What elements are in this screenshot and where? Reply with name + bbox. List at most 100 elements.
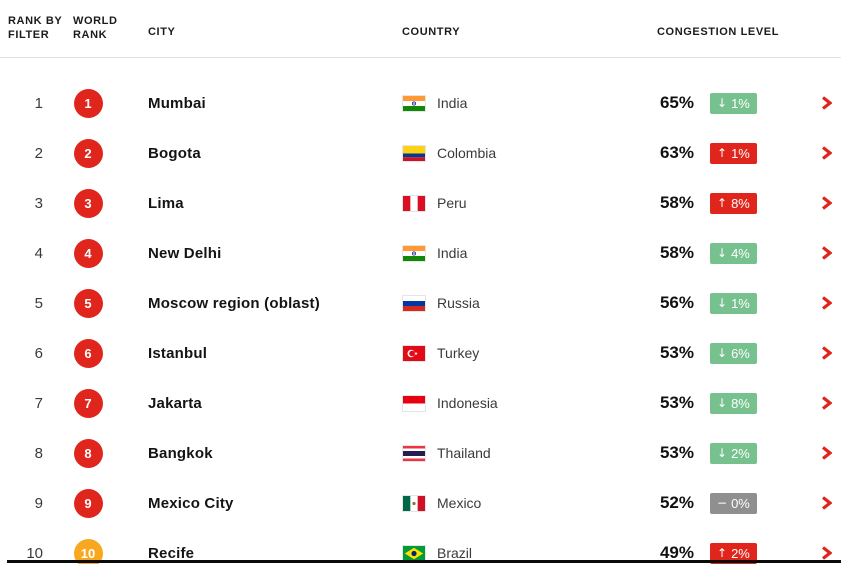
change-cell: ↓ 4%	[700, 242, 760, 264]
table-row[interactable]: 6 6 Istanbul Turkey 53% ↓ 6%	[0, 328, 841, 378]
city-name: New Delhi	[148, 244, 222, 262]
arrow-down-icon: ↓	[717, 96, 728, 110]
congestion-change-badge: −0%	[710, 492, 757, 514]
flag-brazil-icon	[403, 545, 425, 561]
chevron-right-icon[interactable]	[821, 295, 832, 311]
world-rank-badge: 2	[73, 138, 103, 168]
table-row[interactable]: 4 4 New Delhi India 58% ↓ 4%	[0, 228, 841, 278]
chevron-right-icon[interactable]	[821, 95, 832, 111]
country-cell: Turkey	[403, 345, 655, 361]
world-rank-cell: 2	[58, 138, 118, 168]
change-value: 8%	[731, 395, 750, 411]
world-rank-badge: 6	[73, 338, 103, 368]
congestion-change-badge: ↑ 8%	[710, 192, 757, 214]
change-value: 1%	[731, 295, 750, 311]
row-detail-link[interactable]	[760, 445, 841, 461]
world-rank-cell: 8	[58, 438, 118, 468]
country-name: Brazil	[437, 545, 473, 561]
country-name: Peru	[437, 195, 467, 211]
arrow-down-icon: ↓	[717, 446, 728, 460]
chevron-right-icon[interactable]	[821, 495, 832, 511]
table-row[interactable]: 5 5 Moscow region (oblast) Russia 56% ↓ 1%	[0, 278, 841, 328]
congestion-value: 56%	[659, 293, 694, 312]
change-cell: ↑ 1%	[700, 142, 760, 164]
world-rank-cell: 7	[58, 388, 118, 418]
city-name: Bogota	[148, 144, 201, 162]
filter-rank: 6	[34, 344, 43, 362]
country-cell: Colombia	[403, 145, 655, 161]
filter-rank: 10	[26, 544, 43, 562]
table-row[interactable]: 2 2 Bogota Colombia 63% ↑ 1%	[0, 128, 841, 178]
country-cell: Russia	[403, 295, 655, 311]
world-rank-cell: 1	[58, 88, 118, 118]
congestion-change-badge: ↓ 4%	[710, 242, 757, 264]
filter-rank: 7	[34, 394, 43, 412]
city-ranking-list: 1 1 Mumbai India 65% ↓ 1% 2 2 Bogota Colombia 63% ↑ 1…	[0, 78, 841, 564]
country-name: Mexico	[437, 495, 482, 511]
row-detail-link[interactable]	[760, 195, 841, 211]
chevron-right-icon[interactable]	[821, 545, 832, 561]
column-header-world-rank: WORLD RANK	[73, 15, 118, 41]
arrow-down-icon: ↓	[717, 296, 728, 310]
congestion-change-badge: ↓ 6%	[710, 342, 757, 364]
table-row[interactable]: 1 1 Mumbai India 65% ↓ 1%	[0, 78, 841, 128]
table-header: RANK BY FILTER WORLD RANK CITY COUNTRY C…	[0, 0, 841, 58]
arrow-up-icon: ↑	[717, 146, 728, 160]
arrow-down-icon: ↓	[717, 396, 728, 410]
world-rank-badge: 1	[73, 88, 103, 118]
chevron-right-icon[interactable]	[821, 395, 832, 411]
world-rank-cell: 4	[58, 238, 118, 268]
arrow-down-icon: ↓	[717, 346, 728, 360]
congestion-value: 58%	[659, 193, 694, 212]
filter-rank: 8	[34, 444, 43, 462]
bottom-section-edge	[7, 560, 841, 563]
column-header-rank-by-filter: RANK BY FILTER	[8, 15, 63, 41]
row-detail-link[interactable]	[760, 395, 841, 411]
world-rank-badge: 5	[73, 288, 103, 318]
row-detail-link[interactable]	[760, 295, 841, 311]
world-rank-cell: 6	[58, 338, 118, 368]
world-rank-badge: 7	[73, 388, 103, 418]
city-name: Moscow region (oblast)	[148, 294, 320, 312]
chevron-right-icon[interactable]	[821, 195, 832, 211]
change-value: 0%	[731, 495, 750, 511]
change-cell: −0%	[700, 492, 760, 514]
congestion-change-badge: ↑ 1%	[710, 142, 757, 164]
filter-rank: 9	[34, 494, 43, 512]
chevron-right-icon[interactable]	[821, 145, 832, 161]
chevron-right-icon[interactable]	[821, 245, 832, 261]
row-detail-link[interactable]	[760, 95, 841, 111]
row-detail-link[interactable]	[760, 145, 841, 161]
table-row[interactable]: 8 8 Bangkok Thailand 53% ↓ 2%	[0, 428, 841, 478]
congestion-value: 49%	[659, 543, 694, 562]
filter-rank: 1	[34, 94, 43, 112]
chevron-right-icon[interactable]	[821, 345, 832, 361]
country-name: Indonesia	[437, 395, 498, 411]
country-cell: Mexico	[403, 495, 655, 511]
row-detail-link[interactable]	[760, 545, 841, 561]
table-row[interactable]: 10 10 Recife Brazil 49% ↑ 2%	[0, 528, 841, 564]
congestion-change-badge: ↓ 8%	[710, 392, 757, 414]
change-cell: ↓ 2%	[700, 442, 760, 464]
chevron-right-icon[interactable]	[821, 445, 832, 461]
filter-rank: 3	[34, 194, 43, 212]
congestion-value: 52%	[659, 493, 694, 512]
table-row[interactable]: 7 7 Jakarta Indonesia 53% ↓ 8%	[0, 378, 841, 428]
filter-rank: 2	[34, 144, 43, 162]
row-detail-link[interactable]	[760, 345, 841, 361]
flag-india-icon	[403, 95, 425, 111]
table-row[interactable]: 3 3 Lima Peru 58% ↑ 8%	[0, 178, 841, 228]
flag-indonesia-icon	[403, 395, 425, 411]
row-detail-link[interactable]	[760, 245, 841, 261]
change-value: 1%	[731, 145, 750, 161]
world-rank-badge: 9	[73, 488, 103, 518]
flag-peru-icon	[403, 195, 425, 211]
city-name: Bangkok	[148, 444, 213, 462]
congestion-value: 65%	[659, 93, 694, 112]
change-cell: ↑ 8%	[700, 192, 760, 214]
row-detail-link[interactable]	[760, 495, 841, 511]
filter-rank: 4	[34, 244, 43, 262]
city-name: Jakarta	[148, 394, 202, 412]
table-row[interactable]: 9 9 Mexico City Mexico 52% −0%	[0, 478, 841, 528]
